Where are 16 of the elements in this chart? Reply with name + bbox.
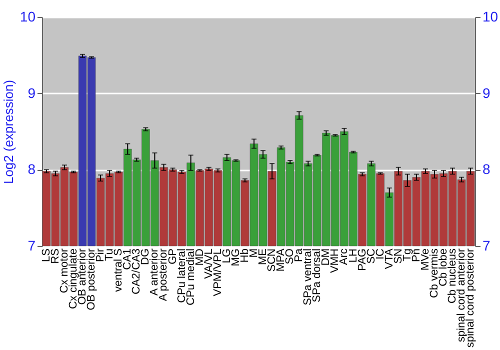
x-tick-label: spinal cord posterior: [464, 248, 477, 348]
x-tick-label: Arc: [338, 248, 350, 265]
x-tick-label: RS: [49, 248, 62, 264]
x-tick-label: CPu medial: [184, 248, 197, 306]
x-tick-label: OB posterior: [86, 248, 98, 310]
y2-tick-label: 10: [482, 8, 498, 24]
x-tick-label: IC: [374, 248, 386, 260]
y-tick-label: 10: [20, 8, 36, 24]
y-tick-label: 9: [28, 84, 36, 101]
y2-tick-label: 9: [482, 84, 490, 101]
y2-tick-label: 7: [482, 238, 490, 254]
y-axis-title: Log2 (expression): [0, 80, 16, 184]
y2-tick-label: 8: [482, 161, 490, 178]
y-tick-label: 8: [28, 161, 36, 178]
x-tick-label: MVe: [419, 248, 432, 271]
y-tick-label: 7: [28, 238, 36, 254]
